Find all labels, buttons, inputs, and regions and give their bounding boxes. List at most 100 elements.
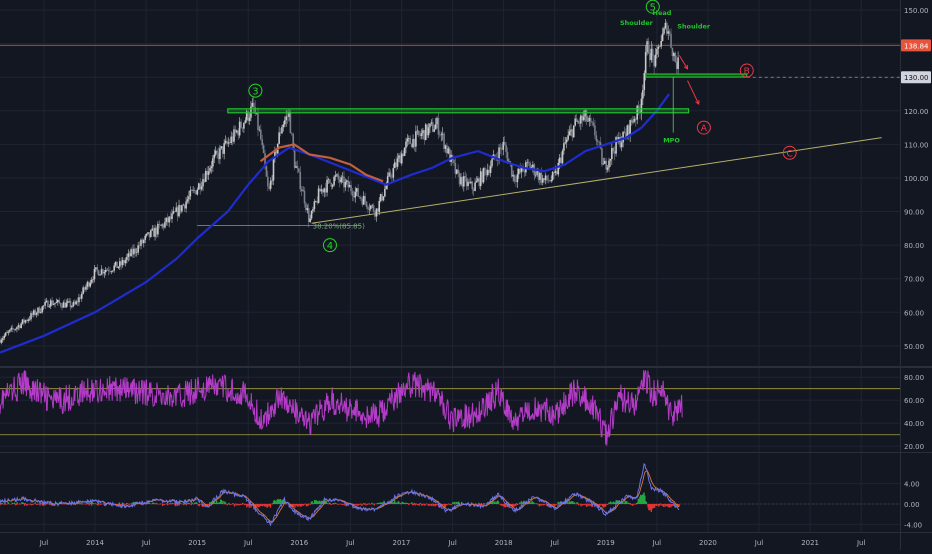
candle-body xyxy=(5,333,7,336)
macd-histogram-bar xyxy=(431,504,432,506)
rsi-axis-tick-label: 80.00 xyxy=(904,374,924,382)
macd-histogram-bar xyxy=(513,504,514,507)
candle-body xyxy=(660,41,662,46)
candle-body xyxy=(563,143,565,151)
candle-body xyxy=(501,149,503,150)
candle-body xyxy=(64,302,66,307)
time-axis-tick-label: Jul xyxy=(243,539,253,547)
candle-body xyxy=(295,166,297,168)
candle-body xyxy=(44,302,46,306)
macd-axis-tick-label: 4.00 xyxy=(904,481,920,489)
candle-body xyxy=(308,208,310,222)
candle-body xyxy=(312,209,314,211)
candle-body xyxy=(543,178,545,180)
candle-body xyxy=(330,183,332,187)
candle-body xyxy=(191,190,193,191)
candle-body xyxy=(380,194,382,201)
candle-body xyxy=(542,178,544,182)
macd-histogram-bar xyxy=(34,502,35,504)
candle-body xyxy=(634,119,636,122)
candle-body xyxy=(550,180,552,181)
candle-body xyxy=(129,253,131,256)
macd-histogram-bar xyxy=(234,504,235,507)
candle-body xyxy=(339,179,341,182)
candle-body xyxy=(504,142,506,145)
candle-body xyxy=(576,118,578,121)
macd-axis-tick-label: -4.00 xyxy=(904,521,922,529)
macd-histogram-bar xyxy=(365,504,366,505)
candle-body xyxy=(367,207,369,209)
candle-body xyxy=(467,182,469,186)
candle-body xyxy=(144,236,146,240)
candle-body xyxy=(198,183,200,189)
neckline-zone[interactable] xyxy=(646,74,747,77)
candle-body xyxy=(409,138,411,144)
candle-body xyxy=(65,303,67,308)
candle-body xyxy=(598,142,600,143)
candle-body xyxy=(106,270,108,271)
candle-body xyxy=(143,240,145,243)
candle-body xyxy=(49,306,51,307)
macd-histogram-bar xyxy=(2,503,3,504)
candle-body xyxy=(20,324,22,328)
candle-body xyxy=(215,151,217,155)
candle-body xyxy=(583,116,585,120)
candle-body xyxy=(594,125,596,135)
candle-body xyxy=(137,245,139,252)
candle-body xyxy=(359,197,361,198)
candle-body xyxy=(342,177,344,178)
candle-body xyxy=(456,169,458,173)
abc-label-C: C xyxy=(787,149,793,159)
candle-body xyxy=(291,133,293,134)
macd-histogram-bar xyxy=(241,504,242,505)
candle-body xyxy=(371,205,373,206)
candle-body xyxy=(240,122,242,128)
candle-body xyxy=(559,158,561,163)
candle-body xyxy=(581,116,583,121)
candle-body xyxy=(159,224,161,225)
resistance-zone[interactable] xyxy=(228,109,689,113)
candle-body xyxy=(676,62,678,69)
candle-body xyxy=(491,159,493,166)
candle-body xyxy=(401,153,403,163)
candle-body xyxy=(27,319,29,320)
candle-body xyxy=(557,163,559,174)
candle-body xyxy=(150,230,152,237)
candle-body xyxy=(284,120,286,124)
candle-body xyxy=(383,196,385,200)
macd-histogram-bar xyxy=(586,504,587,507)
candle-body xyxy=(487,170,489,175)
candle-body xyxy=(188,196,190,199)
candle-body xyxy=(632,122,634,123)
macd-histogram-bar xyxy=(173,503,174,504)
candle-body xyxy=(421,133,423,136)
candle-body xyxy=(212,158,214,166)
candle-body xyxy=(249,118,251,121)
time-axis-tick-label: Jul xyxy=(39,539,49,547)
candle-body xyxy=(37,308,39,314)
macd-histogram-bar xyxy=(86,504,87,505)
candle-body xyxy=(369,209,371,210)
macd-histogram-bar xyxy=(46,504,47,505)
candle-body xyxy=(649,54,651,61)
candle-body xyxy=(51,300,53,304)
macd-histogram-bar xyxy=(231,504,232,505)
rsi-axis-tick-label: 40.00 xyxy=(904,420,924,428)
candle-body xyxy=(621,142,623,147)
candle-body xyxy=(230,137,232,143)
macd-histogram-bar xyxy=(419,504,420,506)
candle-body xyxy=(587,121,589,122)
candle-body xyxy=(120,261,122,265)
candle-body xyxy=(656,49,658,55)
candle-body xyxy=(309,218,311,222)
candle-body xyxy=(119,261,121,266)
candle-body xyxy=(105,270,107,272)
candle-body xyxy=(19,325,21,328)
candle-body xyxy=(539,173,541,180)
candle-body xyxy=(464,176,466,177)
macd-histogram-bar xyxy=(20,504,21,505)
candle-body xyxy=(252,103,254,107)
macd-histogram-bar xyxy=(455,504,456,505)
